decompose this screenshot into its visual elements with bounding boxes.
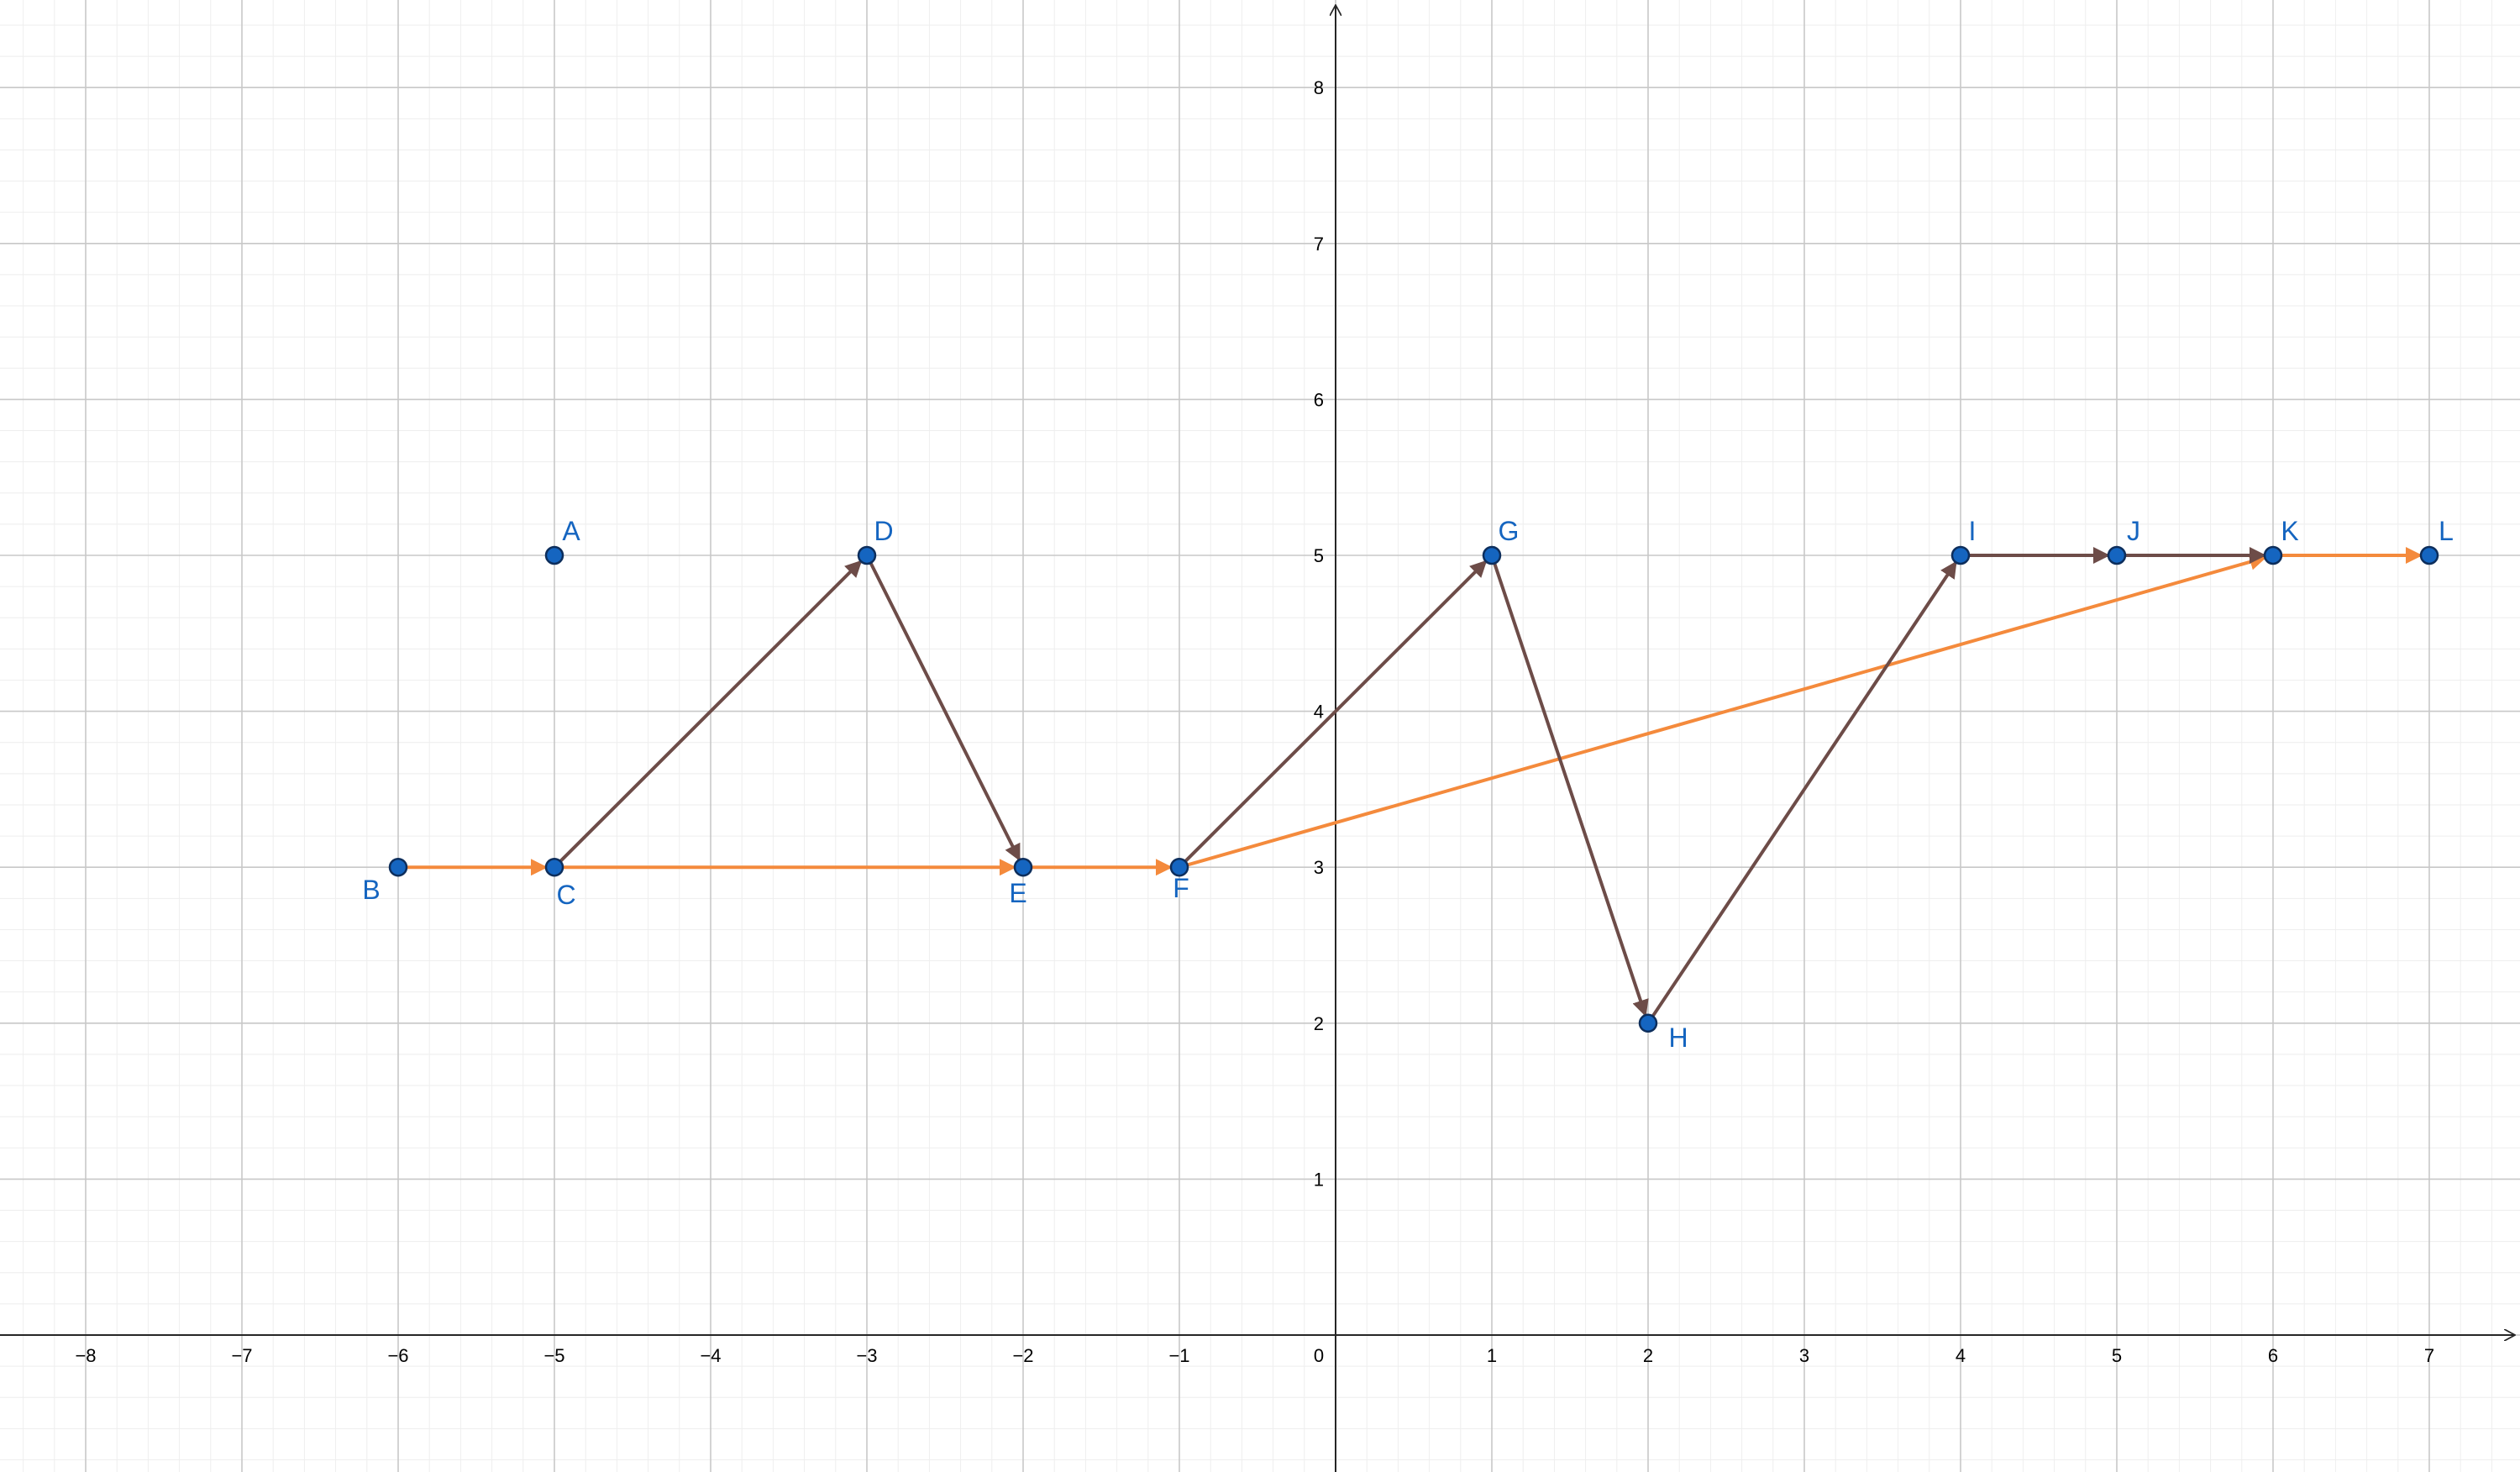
axes bbox=[0, 5, 2515, 1472]
x-tick-label: 7 bbox=[2424, 1345, 2434, 1366]
point-labels: A B C D E F G H I J K L bbox=[362, 516, 2454, 1053]
point-i[interactable] bbox=[1950, 545, 1971, 565]
point-b[interactable] bbox=[388, 857, 408, 877]
vectors bbox=[396, 547, 2423, 1025]
x-tick-label: −7 bbox=[231, 1345, 252, 1366]
y-tick-label: 2 bbox=[1314, 1013, 1324, 1034]
point-g[interactable] bbox=[1482, 545, 1502, 565]
point-label-h: H bbox=[1668, 1023, 1688, 1053]
point-h[interactable] bbox=[1638, 1013, 1658, 1033]
point-label-d: D bbox=[874, 516, 893, 546]
x-tick-label: −4 bbox=[700, 1345, 721, 1366]
y-tick-label: 6 bbox=[1314, 389, 1324, 410]
point-k[interactable] bbox=[2263, 545, 2283, 565]
vector-c-d[interactable] bbox=[553, 560, 863, 870]
point-label-c: C bbox=[556, 880, 575, 910]
point-l[interactable] bbox=[2419, 545, 2439, 565]
x-tick-label: 4 bbox=[1956, 1345, 1966, 1366]
point-label-j: J bbox=[2127, 516, 2140, 546]
x-tick-label: 3 bbox=[1799, 1345, 1809, 1366]
point-label-e: E bbox=[1009, 878, 1026, 908]
point-j[interactable] bbox=[2107, 545, 2127, 565]
point-a[interactable] bbox=[544, 545, 564, 565]
y-tick-label: 8 bbox=[1314, 77, 1324, 98]
point-d[interactable] bbox=[857, 545, 877, 565]
y-tick-label: 3 bbox=[1314, 857, 1324, 878]
point-label-f: F bbox=[1173, 873, 1189, 903]
point-f[interactable] bbox=[1169, 857, 1189, 877]
tick-labels: −8 −7 −6 −5 −4 −3 −2 −1 0 1 2 3 4 5 6 7 1 2 3 4 5 6 7 8 bbox=[75, 77, 2434, 1366]
x-tick-label: 0 bbox=[1314, 1345, 1324, 1366]
point-label-g: G bbox=[1499, 516, 1520, 546]
points bbox=[388, 545, 2439, 1033]
x-tick-label: −5 bbox=[543, 1345, 564, 1366]
vector-f-k[interactable] bbox=[1178, 554, 2267, 870]
y-tick-label: 1 bbox=[1314, 1169, 1324, 1190]
y-tick-label: 5 bbox=[1314, 545, 1324, 566]
vector-f-g[interactable] bbox=[1178, 560, 1488, 870]
vector-d-e[interactable] bbox=[865, 554, 1021, 862]
point-label-i: I bbox=[1969, 516, 1977, 546]
point-c[interactable] bbox=[544, 857, 564, 877]
vector-h-i[interactable] bbox=[1646, 560, 1958, 1025]
x-tick-label: 2 bbox=[1643, 1345, 1653, 1366]
y-tick-label: 7 bbox=[1314, 234, 1324, 255]
point-label-b: B bbox=[362, 875, 380, 905]
x-tick-label: −1 bbox=[1168, 1345, 1189, 1366]
point-label-k: K bbox=[2281, 516, 2298, 546]
point-label-a: A bbox=[562, 516, 580, 546]
x-tick-label: 5 bbox=[2112, 1345, 2122, 1366]
x-tick-label: −6 bbox=[387, 1345, 408, 1366]
vector-g-h[interactable] bbox=[1490, 554, 1649, 1017]
x-tick-label: −2 bbox=[1012, 1345, 1033, 1366]
point-e[interactable] bbox=[1013, 857, 1033, 877]
point-label-l: L bbox=[2439, 516, 2454, 546]
y-tick-label: 4 bbox=[1314, 702, 1324, 723]
x-tick-label: 6 bbox=[2268, 1345, 2278, 1366]
x-tick-label: −8 bbox=[75, 1345, 96, 1366]
x-tick-label: 1 bbox=[1487, 1345, 1497, 1366]
x-tick-label: −3 bbox=[856, 1345, 877, 1366]
